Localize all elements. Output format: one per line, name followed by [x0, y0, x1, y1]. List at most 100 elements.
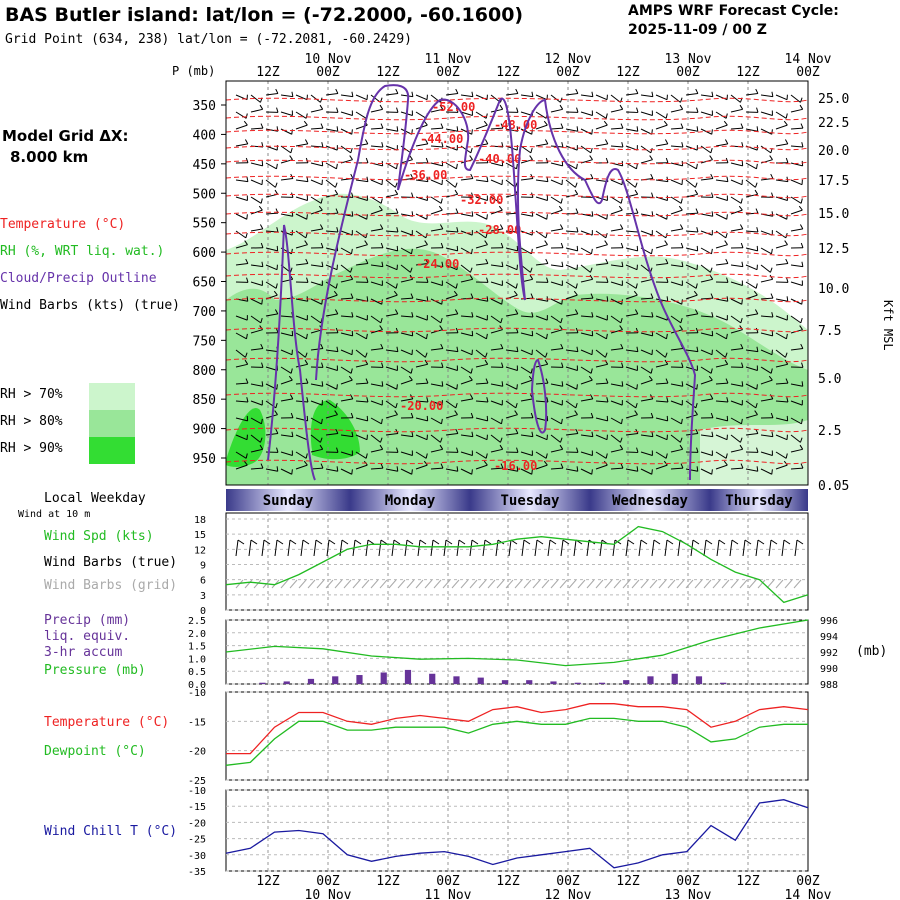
- grid-wind-barb: [784, 579, 793, 589]
- pressure-tick: 400: [193, 128, 216, 143]
- wind-barb-flag: [486, 277, 489, 283]
- pressure-ytick: 988: [820, 680, 838, 691]
- wind-barb-flag: [544, 139, 549, 145]
- wind-barb-flag: [590, 368, 593, 374]
- wind-barb-flag: [408, 375, 413, 381]
- wind-barb-flag: [560, 123, 564, 129]
- wind-barb: [235, 451, 247, 459]
- wind-barb: [775, 417, 788, 422]
- wind-barb-flag: [799, 97, 803, 103]
- wind-barb: [775, 451, 787, 459]
- wind-barb: [400, 349, 413, 356]
- wind-barb: [550, 228, 563, 232]
- wind-barb-flag: [574, 410, 578, 415]
- wind-barb-flag: [321, 418, 323, 424]
- wind-barb-flag: [529, 155, 533, 160]
- true-wind-barb-flag: [432, 539, 440, 545]
- grid-wind-barb: [289, 579, 298, 589]
- height-tick: 0.05: [818, 479, 849, 494]
- wind-barb: [700, 297, 714, 300]
- wind-barb: [235, 315, 248, 321]
- wind-barb-flag: [710, 293, 714, 299]
- wind-barb: [700, 468, 713, 475]
- wind-barb: [640, 297, 654, 300]
- pressure-axis-label: P (mb): [172, 64, 215, 78]
- wind-barb: [475, 382, 489, 385]
- wind-barb: [730, 264, 743, 268]
- wind-barb: [430, 228, 443, 232]
- wind-barb-flag: [335, 428, 339, 434]
- wind-barb: [595, 244, 608, 249]
- wind-barb-flag: [665, 258, 669, 264]
- wind-barb-flag: [470, 368, 473, 374]
- wind-barb: [580, 213, 593, 217]
- wind-barb: [295, 315, 308, 321]
- wind-barb: [295, 124, 308, 130]
- wind-barb-flag: [289, 267, 293, 273]
- wind-barb-flag: [621, 381, 624, 387]
- wind-barb: [715, 263, 728, 266]
- wind-barb-flag: [724, 240, 728, 245]
- wind-barb-flag: [619, 444, 624, 450]
- wind-barb: [250, 162, 263, 167]
- wind-barb-flag: [304, 240, 308, 245]
- wind-barb: [310, 467, 324, 470]
- wind-barb: [310, 162, 323, 167]
- wind-barb: [565, 414, 578, 419]
- wind-barb: [340, 297, 354, 300]
- wind-barb: [415, 298, 428, 302]
- top-date-label: 10 Nov: [305, 52, 352, 67]
- wind-barb: [760, 451, 773, 456]
- wind-barb-flag: [246, 214, 248, 220]
- grid-wind-barb: [388, 579, 397, 589]
- wind-barbs-true-label: Wind Barbs (true): [44, 555, 178, 570]
- wind-barb-flag: [786, 296, 789, 302]
- wind-barb: [490, 348, 503, 351]
- wind-barb-flag: [290, 368, 293, 374]
- wind-barb: [595, 332, 607, 340]
- wind-barb: [670, 281, 683, 286]
- wind-barb: [325, 366, 338, 371]
- wind-barb: [745, 366, 758, 371]
- wind-barb: [655, 111, 667, 119]
- wind-barb: [460, 379, 473, 385]
- wind-barb-flag: [304, 139, 309, 145]
- wind-barb: [535, 451, 547, 459]
- wind-barb-flag: [634, 309, 639, 315]
- wind-barb-flag: [245, 453, 248, 459]
- wind-barb: [325, 400, 337, 409]
- wind-barb: [295, 213, 308, 220]
- wind-barb-flag: [455, 402, 458, 409]
- wind-barb: [730, 467, 744, 470]
- wind-barb: [535, 230, 547, 239]
- true-wind-barb: [742, 539, 746, 557]
- height-tick: 22.5: [818, 116, 849, 131]
- wind-barb-flag: [455, 428, 459, 434]
- wind-barb: [430, 127, 444, 130]
- wind-barb-flag: [335, 402, 338, 409]
- wind-barb-flag: [379, 104, 384, 110]
- wind-barb: [700, 332, 713, 337]
- wind-barb-flag: [696, 346, 699, 352]
- wind-barb: [355, 179, 368, 183]
- wind-barb: [430, 108, 443, 113]
- true-wind-barb-flag: [315, 539, 323, 545]
- wind-barb-flag: [755, 402, 758, 409]
- wind-barb: [370, 228, 383, 232]
- wind-barb-flag: [349, 267, 353, 273]
- wind-barb-flag: [513, 290, 518, 296]
- wind-barb-flag: [801, 418, 803, 424]
- wind-barb-flag: [799, 224, 804, 230]
- wind-barb: [475, 464, 488, 470]
- weekday-cell: [226, 489, 350, 511]
- wind-barb: [370, 348, 383, 351]
- wind-barb-flag: [319, 444, 324, 450]
- wind-barb: [595, 363, 608, 368]
- true-wind-barb-flag: [536, 539, 544, 545]
- wind-barb-flag: [650, 147, 653, 154]
- wind-barb: [670, 228, 683, 232]
- wind-barb: [655, 179, 668, 183]
- wind-barb-flag: [500, 198, 503, 204]
- wind-barb-flag: [606, 333, 608, 339]
